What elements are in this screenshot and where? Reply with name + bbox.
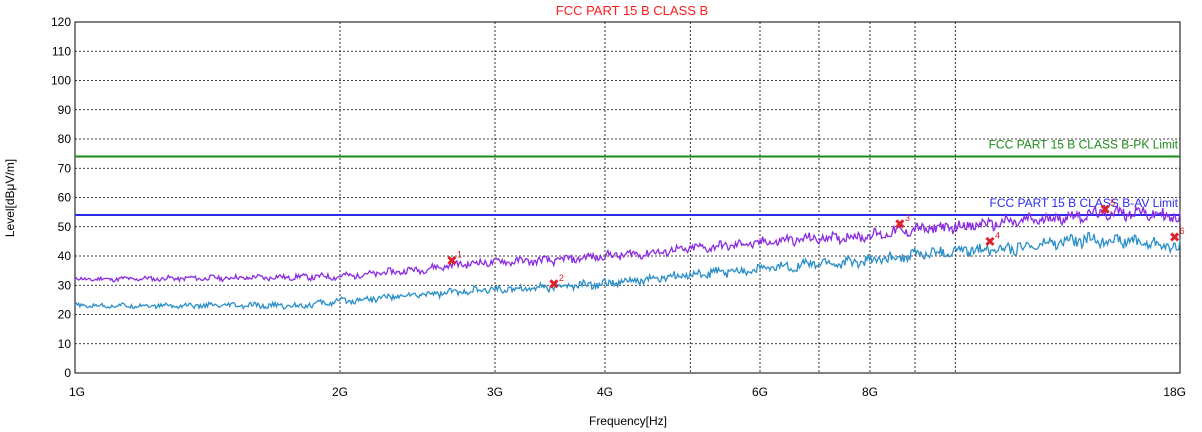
y-tick-label: 30 (58, 278, 72, 292)
marker: 3 (895, 213, 910, 229)
y-tick-label: 100 (51, 74, 71, 88)
x-tick-label: 2G (332, 385, 348, 399)
marker-cross (1100, 204, 1110, 214)
x-tick-label: 6G (752, 385, 768, 399)
x-axis-label: Frequency[Hz] (589, 414, 667, 428)
marker-cross (447, 255, 457, 265)
marker-cross (1170, 232, 1180, 242)
x-tick-label: 3G (487, 385, 503, 399)
marker: 2 (549, 273, 564, 289)
y-tick-label: 110 (52, 44, 71, 58)
chart-title: FCC PART 15 B CLASS B (556, 3, 708, 18)
y-tick-label: 60 (58, 191, 72, 205)
marker-label: 2 (559, 273, 564, 283)
y-tick-label: 120 (51, 15, 71, 29)
x-tick-label: 4G (597, 385, 613, 399)
limit-label: FCC PART 15 B CLASS B-AV Limit (989, 196, 1178, 210)
y-tick-label: 50 (58, 220, 72, 234)
marker-cross (895, 219, 905, 229)
limit-lines: FCC PART 15 B CLASS B-PK Limit FCC PART 1… (75, 138, 1180, 217)
y-tick-label: 70 (58, 161, 72, 175)
marker: 1 (447, 249, 462, 265)
y-tick-label: 80 (58, 132, 72, 146)
marker-label: 1 (457, 249, 462, 259)
y-tick-label: 90 (58, 103, 72, 117)
y-tick-label: 40 (58, 249, 72, 263)
x-tick-label: 1G (69, 385, 85, 399)
marker-label: 4 (995, 230, 1000, 240)
marker: 5 (1100, 198, 1115, 214)
y-tick-label: 10 (58, 337, 72, 351)
series-line (74, 204, 1181, 284)
marker-cross (549, 279, 559, 289)
x-tick-label: 8G (862, 385, 878, 399)
series-group (74, 204, 1181, 311)
marker: 6 (1170, 226, 1185, 242)
marker-label: 5 (1110, 198, 1115, 208)
grid (75, 22, 1180, 373)
y-axis-label: Level[dBμV/m] (3, 159, 17, 237)
limit-label: FCC PART 15 B CLASS B-PK Limit (989, 138, 1179, 152)
x-tick-labels: 1G 2G 3G 4G 6G 8G 18G (69, 385, 1186, 399)
y-tick-labels: 0 10 20 30 40 50 60 70 80 90 100 110 120 (51, 15, 71, 380)
marker: 4 (985, 230, 1000, 246)
y-tick-label: 20 (58, 308, 72, 322)
marker-label: 6 (1180, 226, 1185, 236)
y-tick-label: 0 (64, 366, 71, 380)
marker-cross (985, 236, 995, 246)
marker-label: 3 (905, 213, 910, 223)
series-line (74, 231, 1181, 311)
x-tick-label: 18G (1163, 385, 1186, 399)
markers-group: 1 2 3 4 5 6 (447, 198, 1185, 289)
